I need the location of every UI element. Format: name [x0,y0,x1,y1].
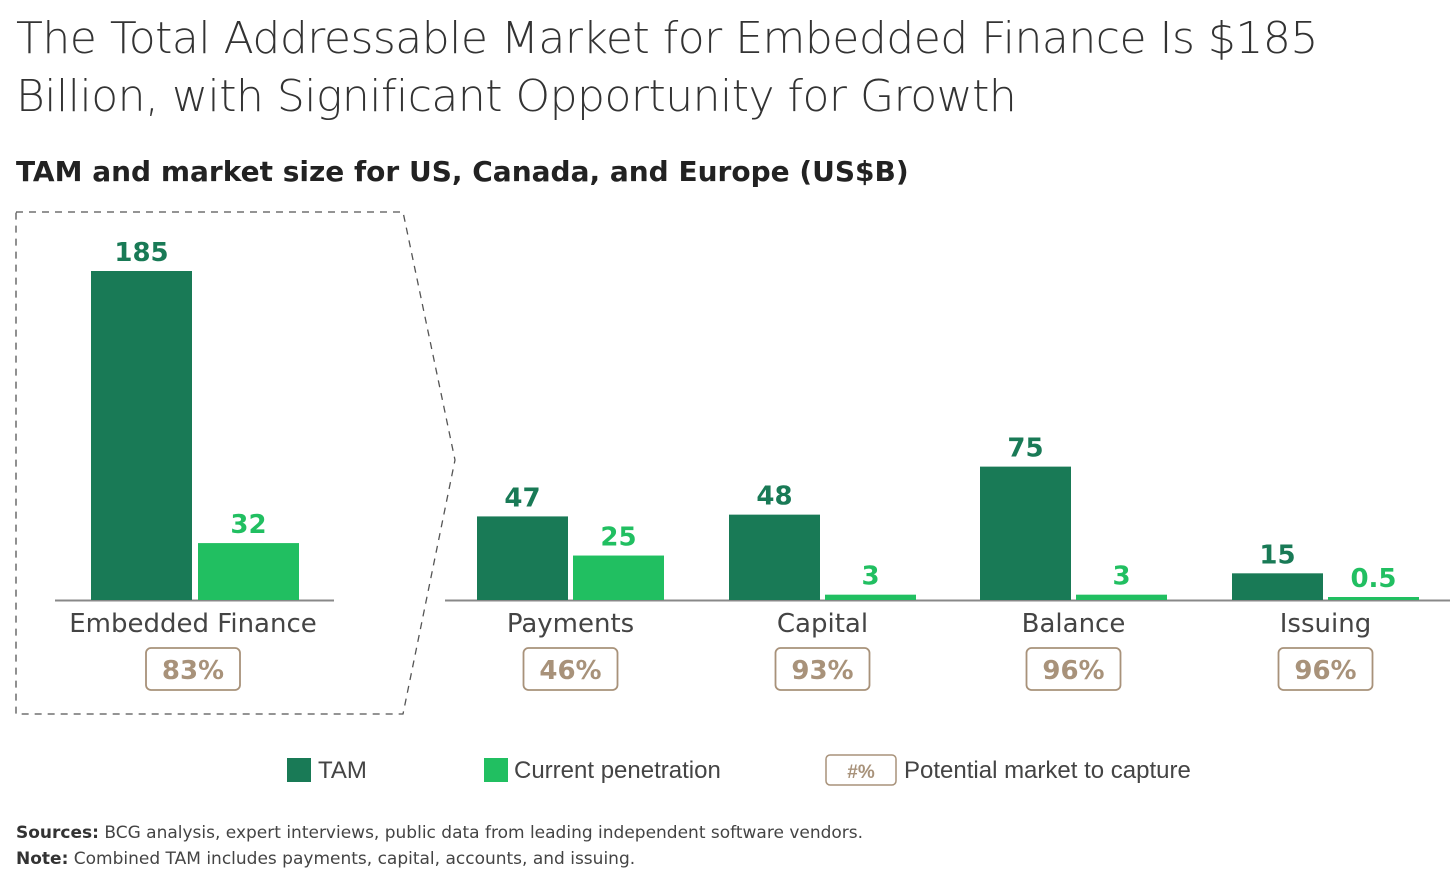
note-line: Note: Combined TAM includes payments, ca… [16,849,636,869]
potential-label: 83% [162,656,224,686]
potential-badge [522,647,619,691]
data-label: 25 [600,523,636,553]
legend-potential-symbol: #% [847,762,875,783]
chart-subtitle: TAM and market size for US, Canada, and … [16,155,909,188]
data-label: 15 [1259,540,1295,570]
legend-swatch-potential [825,754,897,786]
bar-tam-2 [729,514,820,600]
bar-penetration-1 [573,555,664,600]
bar-tam-0 [91,271,192,600]
data-label: 75 [1007,434,1043,464]
legend-potential: Potential market to capture [904,757,1191,784]
page-title: The Total Addressable Market for Embedde… [16,13,1318,122]
data-label: 48 [756,482,792,512]
bar-penetration-3 [1076,594,1167,600]
footnotes: Sources: BCG analysis, expert interviews… [16,820,863,872]
bar-tam-3 [980,466,1071,600]
potential-badge [1025,647,1122,691]
legend-tam: TAM [318,757,367,784]
category-label: Embedded Finance [69,609,317,639]
legend-penetration: Current penetration [514,757,721,784]
category-label: Issuing [1280,609,1371,639]
potential-label: 96% [1042,656,1104,686]
data-label: 3 [1112,562,1130,592]
category-label: Payments [507,609,634,639]
highlight-frame [15,211,456,715]
potential-label: 93% [791,656,853,686]
category-label: Balance [1022,609,1126,639]
data-label: 3 [861,562,879,592]
data-label: 32 [230,510,266,540]
data-label: 185 [114,238,168,268]
bar-tam-1 [477,516,568,600]
bar-penetration-0 [198,543,299,600]
potential-badge [145,647,241,691]
potential-badge [1277,647,1374,691]
potential-badge [774,647,871,691]
sources-line: Sources: BCG analysis, expert interviews… [16,823,864,843]
data-label: 47 [504,483,540,513]
potential-label: 46% [539,656,601,686]
bar-tam-4 [1232,573,1323,600]
data-label: 0.5 [1350,564,1396,594]
legend-swatch-penetration [484,758,508,782]
bar-penetration-2 [825,594,916,600]
bar-penetration-4 [1328,597,1419,600]
potential-label: 96% [1294,656,1356,686]
legend: TAM Current penetration #% Potential mar… [287,754,1191,786]
legend-swatch-tam [287,758,311,782]
category-label: Capital [777,609,868,639]
